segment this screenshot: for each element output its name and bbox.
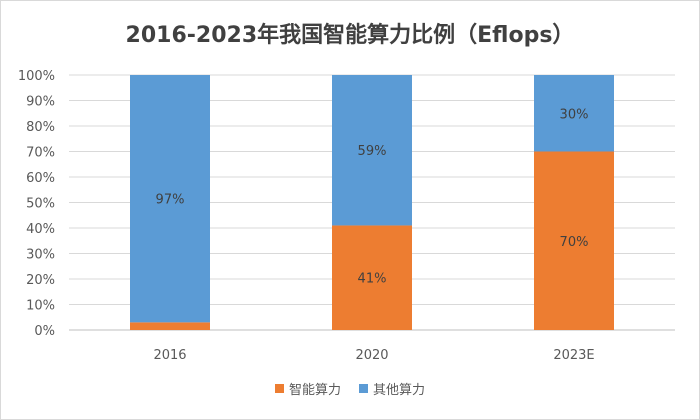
legend-item-other: 其他算力 <box>359 379 425 398</box>
y-tick-label: 80% <box>26 120 55 135</box>
y-tick-label: 70% <box>26 146 55 161</box>
data-label: 97% <box>156 193 185 208</box>
bar-segment <box>332 75 412 226</box>
y-tick-label: 10% <box>26 299 55 314</box>
y-tick-label: 100% <box>18 69 55 84</box>
y-tick-label: 40% <box>26 222 55 237</box>
legend-item-intelligent: 智能算力 <box>274 379 341 398</box>
bar-segment <box>130 322 210 330</box>
data-label: 59% <box>358 144 387 159</box>
bar-segment <box>332 225 412 330</box>
y-tick-label: 90% <box>26 95 55 110</box>
y-tick-label: 30% <box>26 248 55 263</box>
legend-swatch-other <box>359 384 368 393</box>
data-label: 30% <box>560 107 589 122</box>
y-tick-label: 20% <box>26 273 55 288</box>
y-tick-label: 0% <box>34 324 55 339</box>
bar-segment <box>534 75 614 152</box>
x-tick-label: 2023E <box>553 348 594 363</box>
legend-label-other: 其他算力 <box>373 383 426 398</box>
bar-segment <box>534 151 614 330</box>
bar-segment <box>130 75 210 323</box>
x-tick-label: 2020 <box>355 348 388 363</box>
chart-title: 2016-2023年我国智能算力比例（Eflops） <box>125 23 575 48</box>
x-tick-label: 2016 <box>153 348 186 363</box>
y-tick-label: 50% <box>26 197 55 212</box>
legend-swatch-intelligent <box>274 384 284 393</box>
data-label: 41% <box>358 272 387 287</box>
legend: 智能算力 其他算力 <box>1 379 699 398</box>
data-label: 70% <box>560 235 589 250</box>
legend-label-intelligent: 智能算力 <box>288 383 341 398</box>
y-tick-label: 60% <box>26 171 55 186</box>
